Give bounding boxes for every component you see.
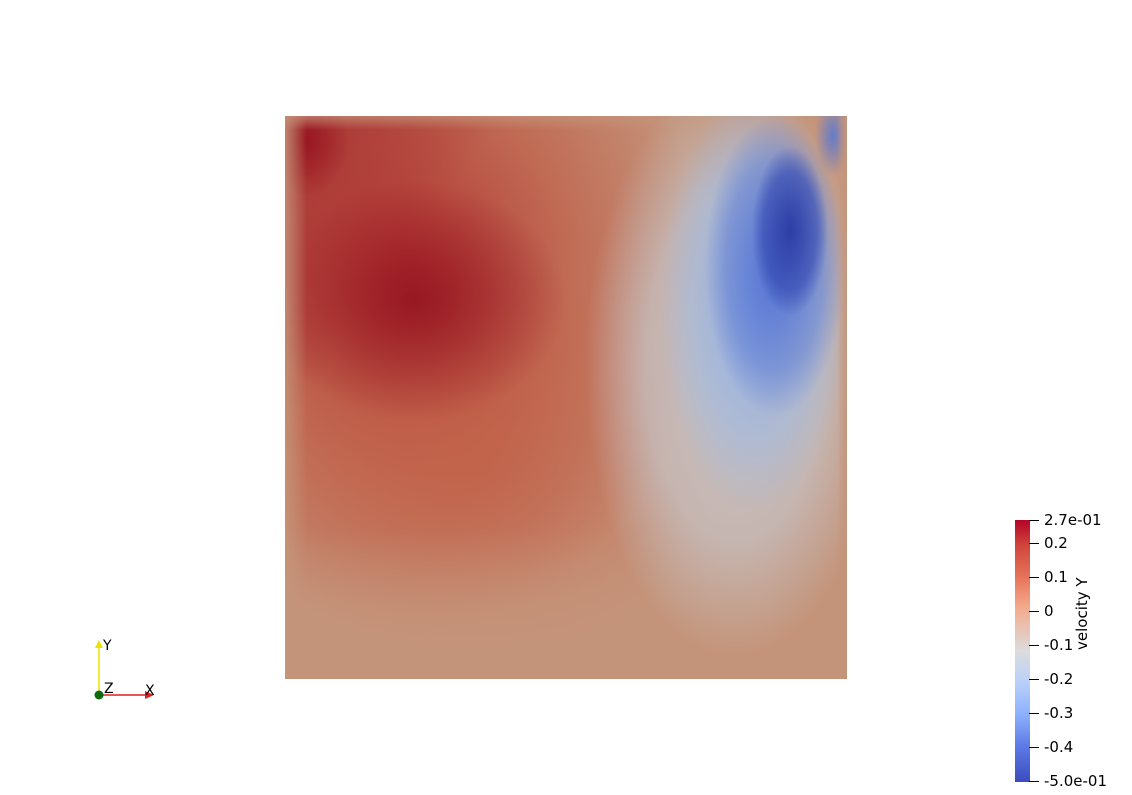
x-axis-label: X bbox=[145, 683, 155, 699]
colorbar-gradient bbox=[1015, 520, 1030, 782]
tick bbox=[1029, 747, 1039, 748]
tick bbox=[1029, 713, 1039, 714]
z-axis-label: Z bbox=[104, 681, 114, 697]
tick-label: 0.1 bbox=[1044, 568, 1068, 586]
tick bbox=[1029, 679, 1039, 680]
tick-label: -0.2 bbox=[1044, 670, 1074, 688]
tick bbox=[1029, 543, 1039, 544]
tick-label: 0.2 bbox=[1044, 534, 1068, 552]
tick-label-min: -5.0e-01 bbox=[1044, 772, 1107, 790]
tick-label-max: 2.7e-01 bbox=[1044, 511, 1102, 529]
x-axis-arrow bbox=[145, 691, 154, 699]
right-boundary-shading bbox=[285, 116, 847, 679]
tick bbox=[1029, 611, 1039, 612]
scalar-bar-title: velocity Y bbox=[1073, 577, 1091, 650]
tick-label: -0.3 bbox=[1044, 704, 1074, 722]
orientation-axes-icon bbox=[94, 640, 154, 700]
velocity-y-field[interactable] bbox=[285, 116, 847, 679]
tick-label: -0.1 bbox=[1044, 636, 1074, 654]
tick-label: -0.4 bbox=[1044, 738, 1074, 756]
tick bbox=[1029, 577, 1039, 578]
tick-max bbox=[1029, 520, 1039, 521]
orientation-axes[interactable]: Y X Z bbox=[85, 632, 175, 707]
tick-min bbox=[1029, 781, 1039, 782]
y-axis-label: Y bbox=[103, 638, 112, 654]
z-axis-marker bbox=[94, 690, 104, 700]
scalar-bar[interactable]: 2.7e-01 0.2 0.1 0 -0.1 -0.2 -0.3 -0.4 -5… bbox=[1015, 513, 1132, 789]
tick bbox=[1029, 645, 1039, 646]
tick-label: 0 bbox=[1044, 602, 1054, 620]
y-axis-arrow bbox=[95, 640, 103, 648]
